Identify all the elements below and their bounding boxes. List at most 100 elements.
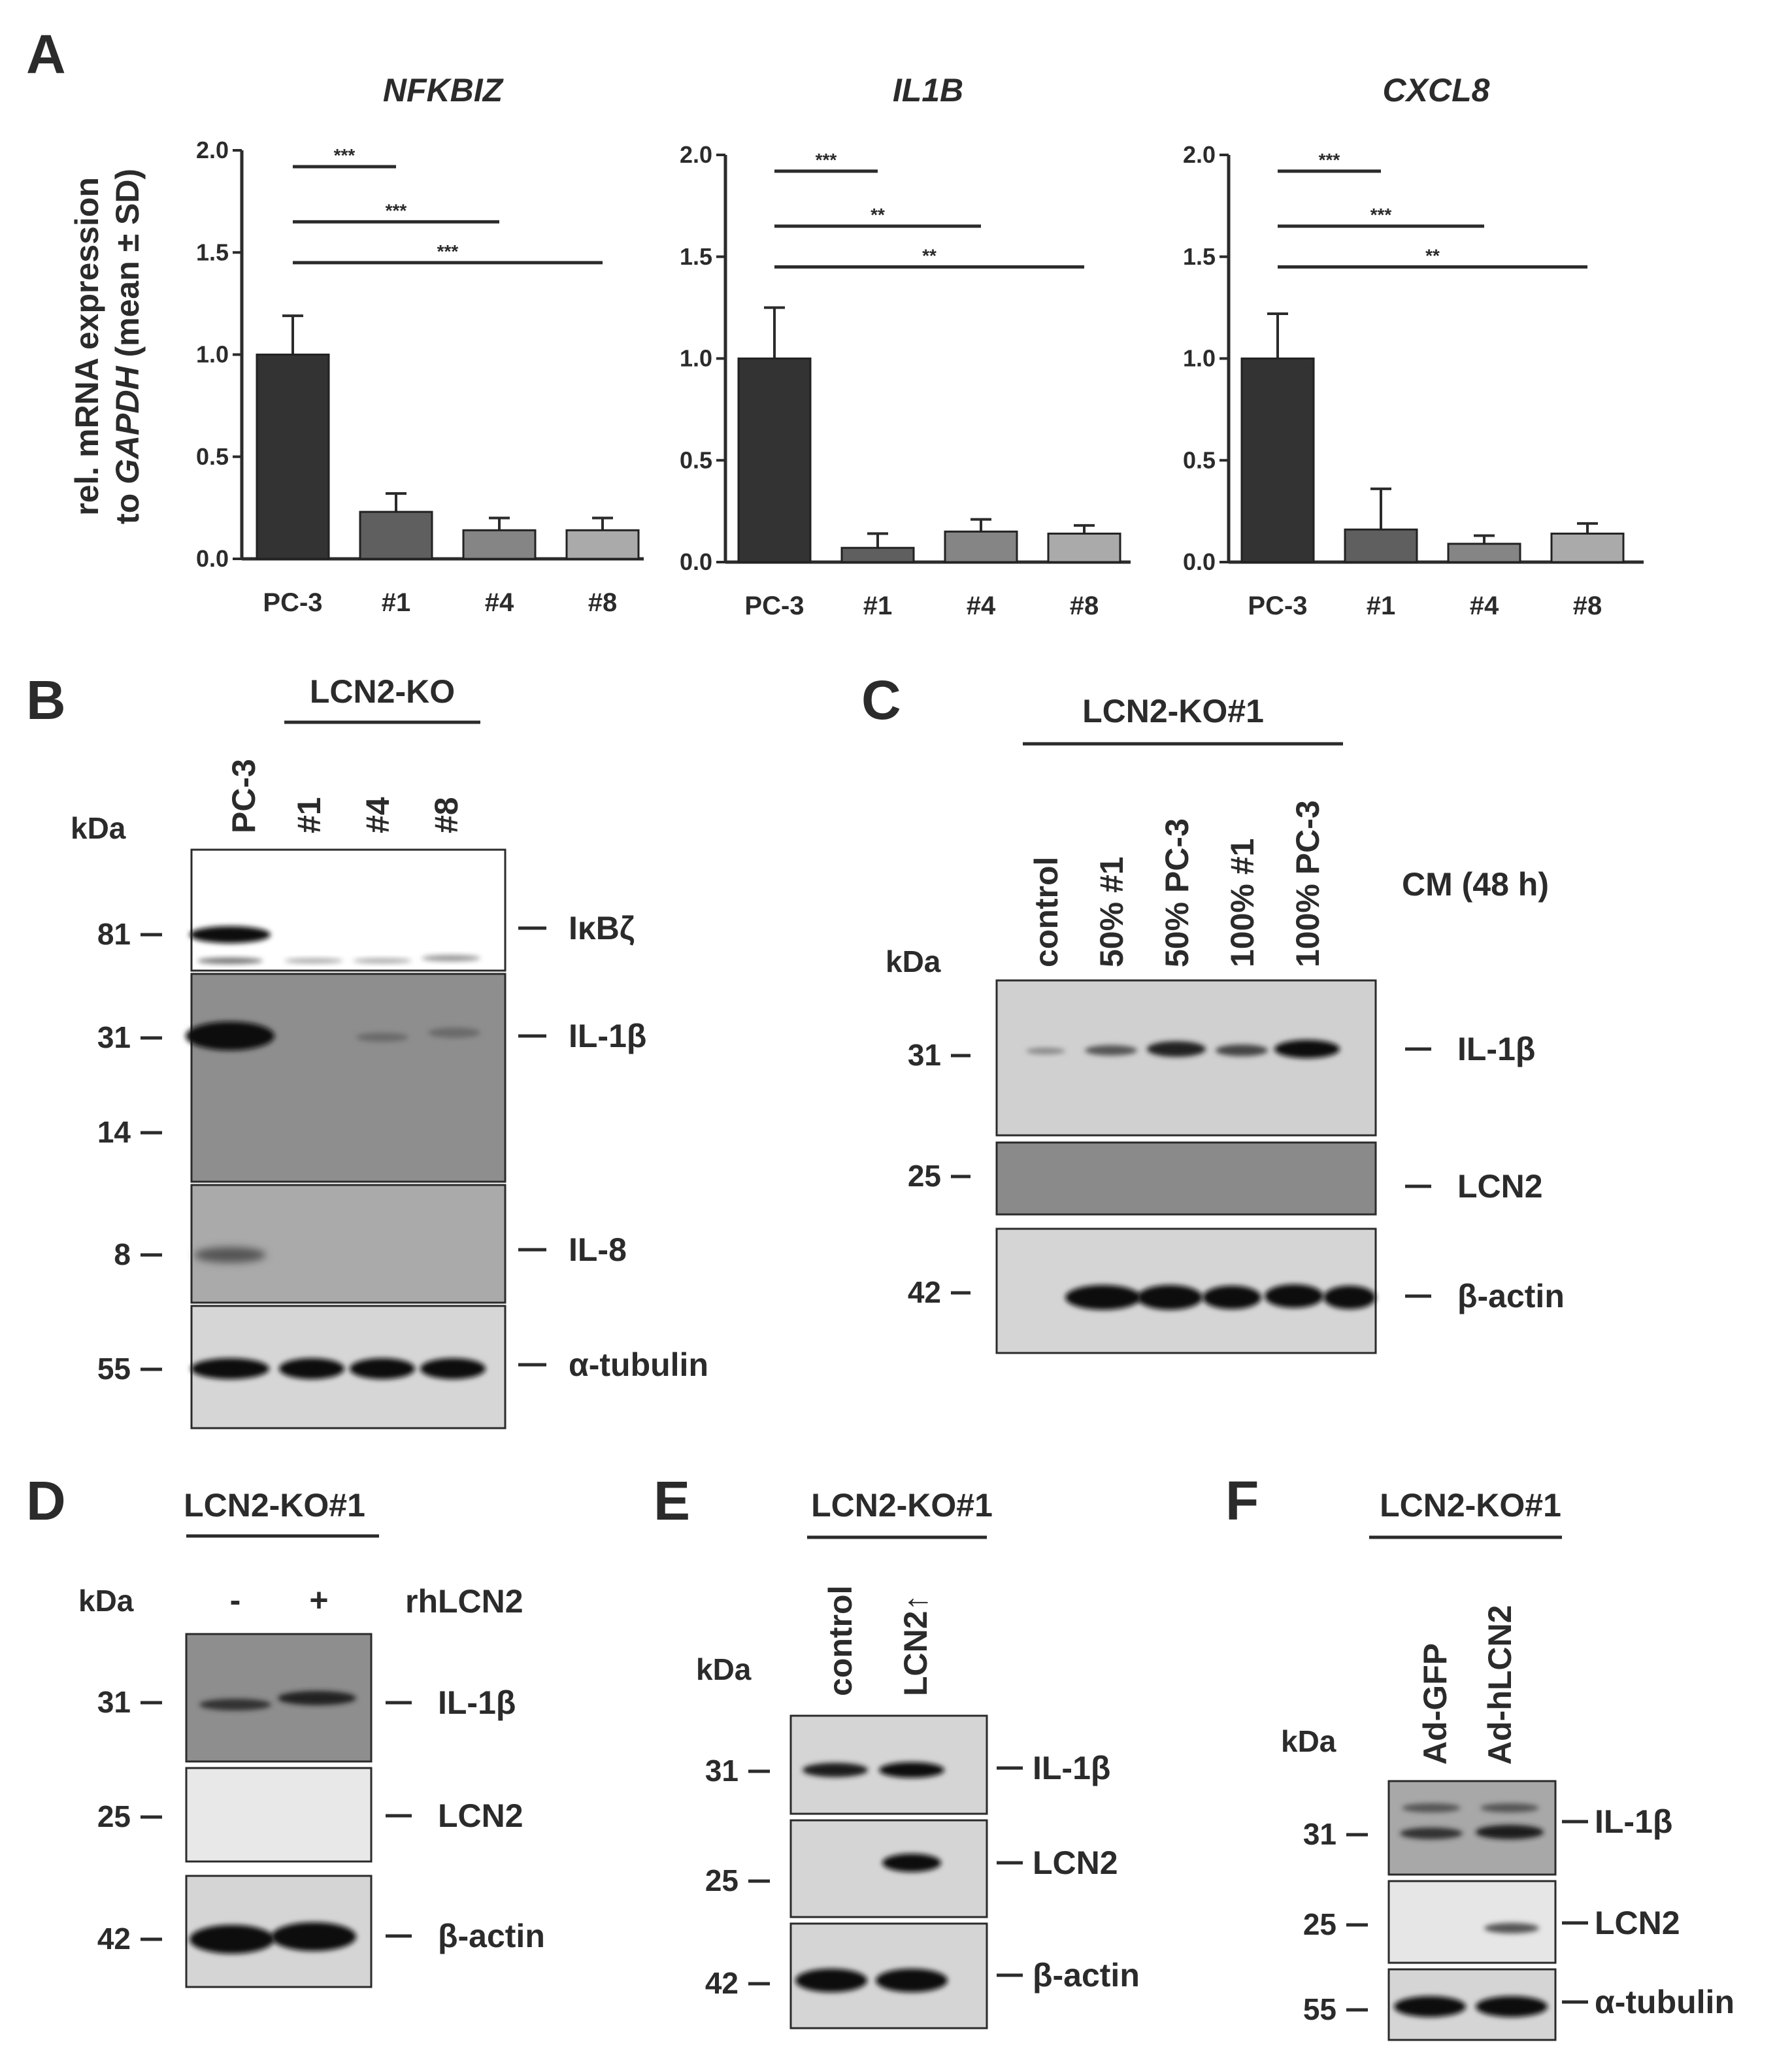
ylabel-line1: rel. mRNA expression [69, 177, 105, 516]
panel-c-letter: C [861, 669, 901, 731]
band-c-actin-5 [1265, 1284, 1323, 1308]
bar [1240, 358, 1315, 563]
band-d-il1b-1 [199, 1699, 271, 1711]
significance-label: *** [816, 150, 837, 170]
panel-d-treatment: rhLCN2 [405, 1583, 523, 1620]
category-label: #8 [1070, 592, 1099, 620]
protein-c-actin: β-actin [1457, 1278, 1565, 1314]
band-c-il1b-2 [1085, 1045, 1137, 1056]
mw-81: 81 [97, 917, 131, 951]
lane-f-adgfp: Ad-GFP [1417, 1643, 1453, 1765]
panel-e-letter: E [654, 1470, 690, 1531]
significance-label: *** [1319, 150, 1340, 170]
y-tick-label: 0.5 [680, 446, 712, 473]
significance-label: ** [871, 205, 885, 225]
band-b-tub-pc3 [191, 1358, 269, 1379]
blot-b-ikbz [190, 848, 506, 972]
panel-e-group-label: LCN2-KO#1 [811, 1487, 993, 1524]
panel-b: B LCN2-KO kDa PC-3 #1 #4 #8 81 [26, 669, 708, 1429]
lane-e-lcn2: LCN2↑ [897, 1594, 934, 1696]
y-tick-label: 2.0 [680, 141, 712, 168]
panel-c-group-label: LCN2-KO#1 [1082, 693, 1264, 729]
y-tick-label: 0.0 [680, 548, 712, 575]
bar [1344, 528, 1418, 563]
band-e-il1b-2 [879, 1762, 944, 1778]
panel-f-protein-labels: IL-1β LCN2 α-tubulin [1562, 1803, 1734, 2020]
band-c-il1b-3 [1147, 1041, 1206, 1057]
band-b-tub-ko4 [350, 1358, 415, 1379]
panel-c-protein-labels: IL-1β LCN2 β-actin [1405, 1031, 1565, 1314]
band-e-actin-1 [795, 1969, 867, 1992]
protein-e-actin: β-actin [1033, 1957, 1140, 1994]
band-b-ikbz-ko8 [422, 955, 480, 961]
y-tick-label: 0.0 [1183, 548, 1216, 575]
category-label: #4 [967, 592, 996, 620]
lane-pc3: PC-3 [225, 759, 262, 833]
panel-f: F LCN2-KO#1 kDa Ad-GFP Ad-hLCN2 31 25 55… [1225, 1470, 1734, 2041]
mw-c-42: 42 [908, 1275, 941, 1309]
protein-d-il1b: IL-1β [438, 1684, 516, 1721]
panel-b-group-label: LCN2-KO [310, 673, 455, 710]
mw-8: 8 [114, 1237, 131, 1271]
panel-e-markers: 31 25 42 [705, 1754, 770, 2000]
significance-label: *** [386, 200, 407, 220]
blot-b-il1b [190, 973, 506, 1183]
band-b-ikbz-ko1 [284, 958, 343, 963]
band-b-ikbz-pc3 [190, 926, 271, 943]
category-label: #1 [1367, 592, 1396, 620]
significance-label: *** [437, 241, 459, 261]
category-label: #8 [588, 588, 618, 617]
protein-il8: IL-8 [569, 1231, 627, 1268]
panel-c: C LCN2-KO#1 CM (48 h) kDa control 50% #1… [861, 669, 1565, 1354]
protein-c-lcn2: LCN2 [1457, 1168, 1543, 1205]
band-b-ikbz-pc3-lower [197, 958, 263, 964]
band-c-actin-2 [1065, 1285, 1141, 1310]
bar [944, 530, 1018, 563]
panel-c-kda: kDa [886, 944, 941, 978]
mw-e-42: 42 [705, 1966, 738, 2000]
band-f-il1b-upper-1 [1402, 1803, 1461, 1812]
panel-d-group-label: LCN2-KO#1 [184, 1487, 365, 1524]
band-b-il1b-pc3 [186, 1022, 274, 1050]
panel-c-lane-labels: control 50% #1 50% PC-3 100% #1 100% PC-… [1028, 800, 1326, 967]
band-e-actin-2 [876, 1969, 948, 1992]
mw-55: 55 [97, 1352, 131, 1386]
lane-f-adhlcn2: Ad-hLCN2 [1482, 1605, 1518, 1765]
lane-100-1: 100% #1 [1224, 839, 1261, 967]
panel-e: E LCN2-KO#1 kDa control LCN2↑ 31 25 42 I… [654, 1470, 1140, 2029]
band-c-actin-3 [1137, 1285, 1203, 1310]
lane-50-pc3: 50% PC-3 [1159, 818, 1195, 967]
mw-d-25: 25 [97, 1799, 131, 1833]
bar [256, 354, 330, 560]
blot-c-lcn2 [995, 1141, 1377, 1216]
mw-f-55: 55 [1303, 1992, 1336, 2026]
panel-b-protein-labels: IκBζ IL-1β IL-8 α-tubulin [518, 910, 708, 1383]
band-f-il1b-1 [1400, 1828, 1463, 1839]
band-c-il1b-5 [1274, 1040, 1340, 1058]
y-tick-label: 0.0 [196, 545, 229, 572]
blot-c-il1b [995, 979, 1377, 1137]
category-label: #1 [863, 592, 893, 620]
bar [1447, 542, 1521, 563]
band-b-il8-pc3 [194, 1247, 266, 1263]
y-tick-label: 2.0 [196, 137, 229, 163]
band-b-tub-ko1 [279, 1358, 344, 1379]
y-tick-label: 2.0 [1183, 141, 1216, 168]
band-b-ikbz-ko4 [353, 958, 412, 963]
lane-ko4: #4 [359, 797, 396, 833]
panel-d: D LCN2-KO#1 kDa - + rhLCN2 31 25 42 IL-1… [26, 1470, 545, 1988]
lane-control: control [1028, 857, 1065, 967]
panel-c-markers: 31 25 42 [908, 1038, 971, 1309]
protein-c-il1b: IL-1β [1457, 1031, 1535, 1067]
protein-e-lcn2: LCN2 [1033, 1844, 1118, 1881]
lane-ko8: #8 [428, 797, 465, 833]
protein-f-lcn2: LCN2 [1595, 1905, 1680, 1941]
band-d-actin-1 [190, 1925, 274, 1954]
band-f-lcn2-2 [1484, 1923, 1539, 1933]
mw-d-42: 42 [97, 1922, 131, 1956]
y-tick-label: 1.0 [196, 341, 229, 368]
lane-ko1: #1 [291, 797, 327, 833]
protein-e-il1b: IL-1β [1033, 1750, 1110, 1786]
